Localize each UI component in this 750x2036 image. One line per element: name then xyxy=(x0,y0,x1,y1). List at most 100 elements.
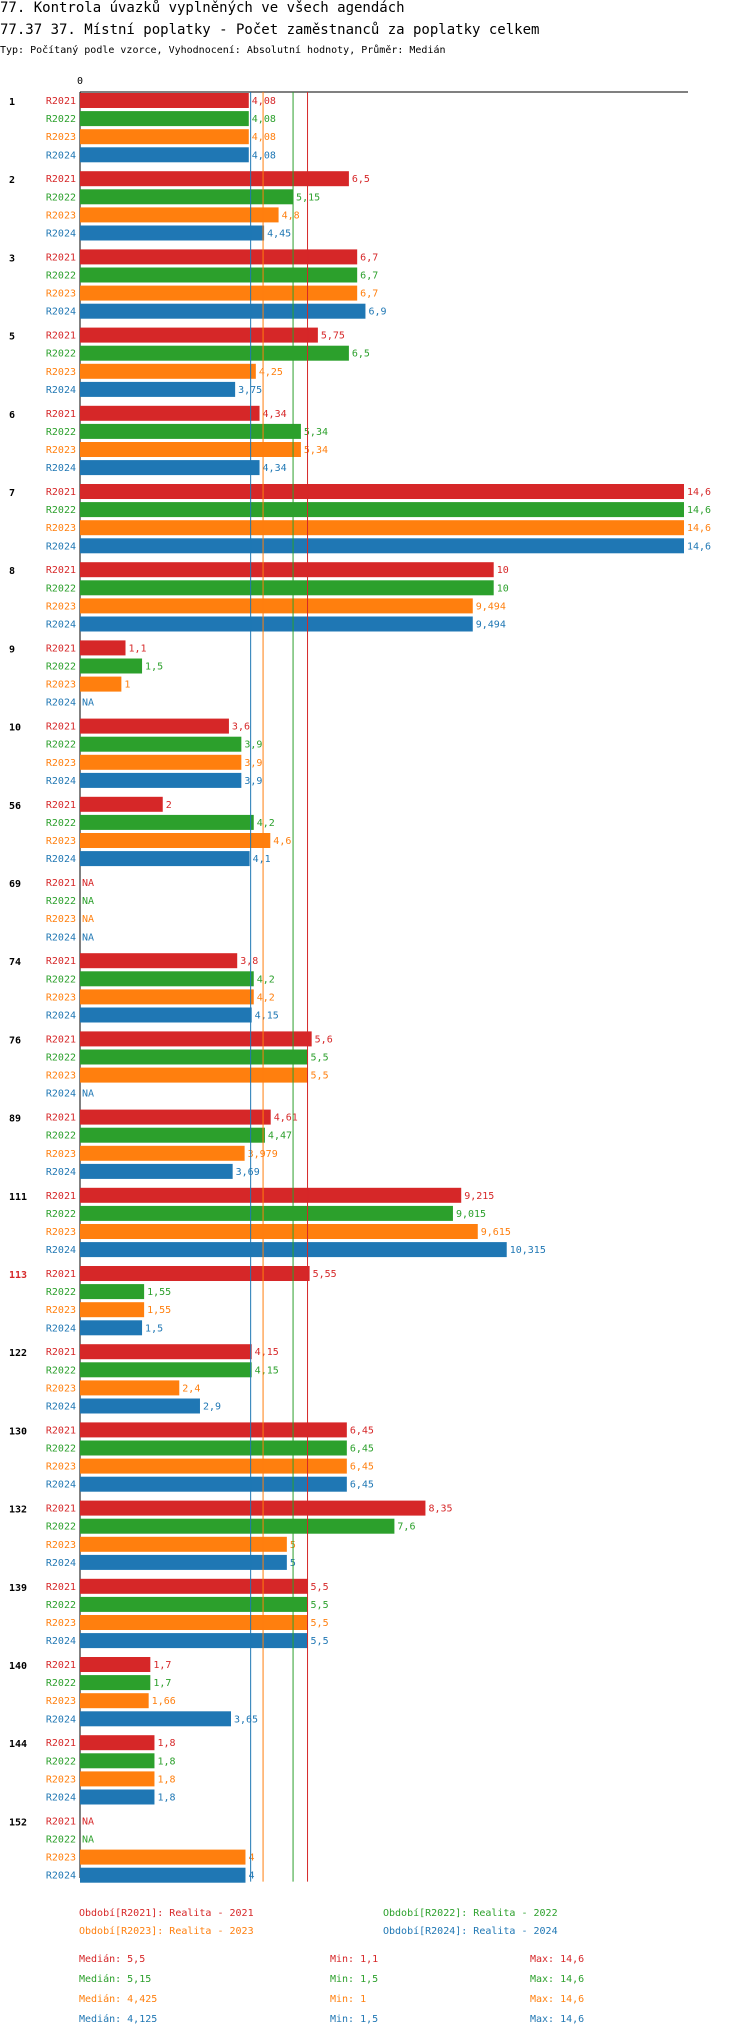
series-label: R2024 xyxy=(46,229,76,240)
chart-subtitle: Typ: Počítaný podle vzorce, Vyhodnocení:… xyxy=(0,44,446,56)
bar-74-R2021 xyxy=(80,953,238,969)
bar-3-R2022 xyxy=(80,267,358,283)
series-label: R2023 xyxy=(46,445,76,456)
series-label: R2022 xyxy=(46,114,76,125)
bar-7-R2024 xyxy=(80,538,684,554)
series-label: R2024 xyxy=(46,620,76,631)
data-label-122-R2023: 2,4 xyxy=(182,1383,200,1394)
bar-74-R2023 xyxy=(80,989,254,1005)
series-label: R2024 xyxy=(46,1558,76,1569)
data-label-10-R2022: 3,9 xyxy=(244,740,262,751)
series-label: R2022 xyxy=(46,1522,76,1533)
stat-max-R2022: Max: 14,6 xyxy=(530,1974,584,1985)
series-label: R2021 xyxy=(46,1034,76,1045)
series-label: R2024 xyxy=(46,854,76,865)
stat-min-R2021: Min: 1,1 xyxy=(330,1954,378,1965)
bar-130-R2022 xyxy=(80,1440,347,1456)
bar-1-R2022 xyxy=(80,111,249,127)
series-label: R2023 xyxy=(46,367,76,378)
series-label: R2023 xyxy=(46,1149,76,1160)
bar-111-R2022 xyxy=(80,1205,453,1221)
bar-6-R2022 xyxy=(80,423,301,439)
bar-144-R2021 xyxy=(80,1735,155,1751)
series-label: R2024 xyxy=(46,1636,76,1647)
bar-3-R2021 xyxy=(80,249,358,265)
series-label: R2021 xyxy=(46,1504,76,1515)
bar-5-R2021 xyxy=(80,327,318,343)
series-label: R2023 xyxy=(46,992,76,1003)
data-label-113-R2021: 5,55 xyxy=(313,1269,337,1280)
bar-76-R2022 xyxy=(80,1049,308,1065)
series-label: R2021 xyxy=(46,643,76,654)
series-label: R2023 xyxy=(46,289,76,300)
series-label: R2023 xyxy=(46,1227,76,1238)
series-label: R2023 xyxy=(46,1540,76,1551)
data-label-3-R2023: 6,7 xyxy=(360,289,378,300)
series-label: R2024 xyxy=(46,1011,76,1022)
bar-8-R2023 xyxy=(80,598,473,614)
bar-8-R2024 xyxy=(80,616,473,632)
data-label-130-R2021: 6,45 xyxy=(350,1425,374,1436)
bar-113-R2022 xyxy=(80,1284,145,1300)
data-label-140-R2024: 3,65 xyxy=(234,1714,258,1725)
series-label: R2021 xyxy=(46,1816,76,1827)
bar-140-R2021 xyxy=(80,1657,151,1672)
bar-3-R2023 xyxy=(80,285,358,301)
group-label-5: 5 xyxy=(9,332,15,343)
series-label: R2023 xyxy=(46,132,76,143)
series-label: R2024 xyxy=(46,1402,76,1413)
stat-median-R2022: Medián: 5,15 xyxy=(79,1973,151,1985)
data-label-89-R2022: 4,47 xyxy=(268,1131,292,1142)
data-label-139-R2024: 5,5 xyxy=(311,1636,329,1647)
series-label: R2021 xyxy=(46,252,76,263)
data-label-144-R2024: 1,8 xyxy=(157,1793,175,1804)
data-label-1-R2023: 4,08 xyxy=(252,132,276,143)
group-label-111: 111 xyxy=(9,1192,27,1203)
data-label-132-R2022: 7,6 xyxy=(397,1522,415,1533)
bar-1-R2024 xyxy=(80,147,249,163)
group-label-56: 56 xyxy=(9,801,21,812)
bar-144-R2022 xyxy=(80,1753,155,1769)
data-label-76-R2022: 5,5 xyxy=(311,1053,329,1064)
group-label-10: 10 xyxy=(9,723,21,734)
bar-8-R2021 xyxy=(80,562,494,578)
series-label: R2024 xyxy=(46,1089,76,1100)
data-label-2-R2024: 4,45 xyxy=(267,229,291,240)
data-label-69-R2024: NA xyxy=(82,932,94,943)
series-label: R2021 xyxy=(46,174,76,185)
series-label: R2021 xyxy=(46,1269,76,1280)
series-label: R2021 xyxy=(46,878,76,889)
data-label-140-R2023: 1,66 xyxy=(152,1696,176,1707)
bar-140-R2023 xyxy=(80,1693,149,1709)
bar-3-R2024 xyxy=(80,303,366,319)
bar-152-R2024 xyxy=(80,1867,246,1883)
data-label-8-R2024: 9,494 xyxy=(476,620,506,631)
bar-6-R2021 xyxy=(80,405,260,421)
chart-title: 77. Kontrola úvazků vyplněných ve všech … xyxy=(0,0,405,16)
legend-entry-R2021: Období[R2021]: Realita - 2021 xyxy=(79,1907,254,1919)
bar-132-R2022 xyxy=(80,1518,395,1534)
series-label: R2021 xyxy=(46,1191,76,1202)
bar-56-R2023 xyxy=(80,833,271,848)
series-label: R2024 xyxy=(46,1714,76,1725)
group-label-122: 122 xyxy=(9,1348,27,1359)
series-label: R2023 xyxy=(46,1696,76,1707)
data-label-122-R2021: 4,15 xyxy=(255,1347,279,1358)
data-label-5-R2022: 6,5 xyxy=(352,349,370,360)
group-label-130: 130 xyxy=(9,1426,27,1437)
data-label-122-R2024: 2,9 xyxy=(203,1402,221,1413)
data-label-122-R2022: 4,15 xyxy=(255,1365,279,1376)
bar-1-R2023 xyxy=(80,129,249,145)
series-label: R2021 xyxy=(46,1582,76,1593)
data-label-8-R2023: 9,494 xyxy=(476,601,506,612)
series-label: R2022 xyxy=(46,1756,76,1767)
stat-min-R2024: Min: 1,5 xyxy=(330,2014,378,2025)
data-label-2-R2023: 4,8 xyxy=(282,210,300,221)
bar-132-R2024 xyxy=(80,1554,287,1570)
bar-122-R2022 xyxy=(80,1362,252,1378)
series-label: R2023 xyxy=(46,601,76,612)
bar-139-R2021 xyxy=(80,1578,308,1594)
data-label-2-R2021: 6,5 xyxy=(352,174,370,185)
series-label: R2023 xyxy=(46,758,76,769)
series-label: R2021 xyxy=(46,722,76,733)
